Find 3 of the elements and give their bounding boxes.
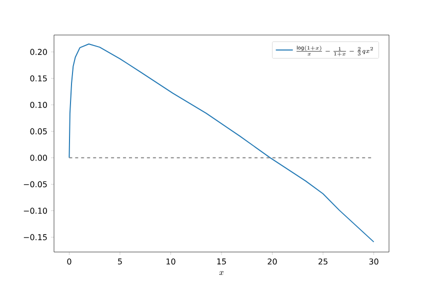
line-series [68, 43, 374, 242]
x-axis-title: $x$ [219, 271, 224, 275]
legend-label: $\frac{\log(1+x)}{x} - \frac{1}{1+x} - \frac{2}{3}qx^2$ [296, 46, 373, 56]
